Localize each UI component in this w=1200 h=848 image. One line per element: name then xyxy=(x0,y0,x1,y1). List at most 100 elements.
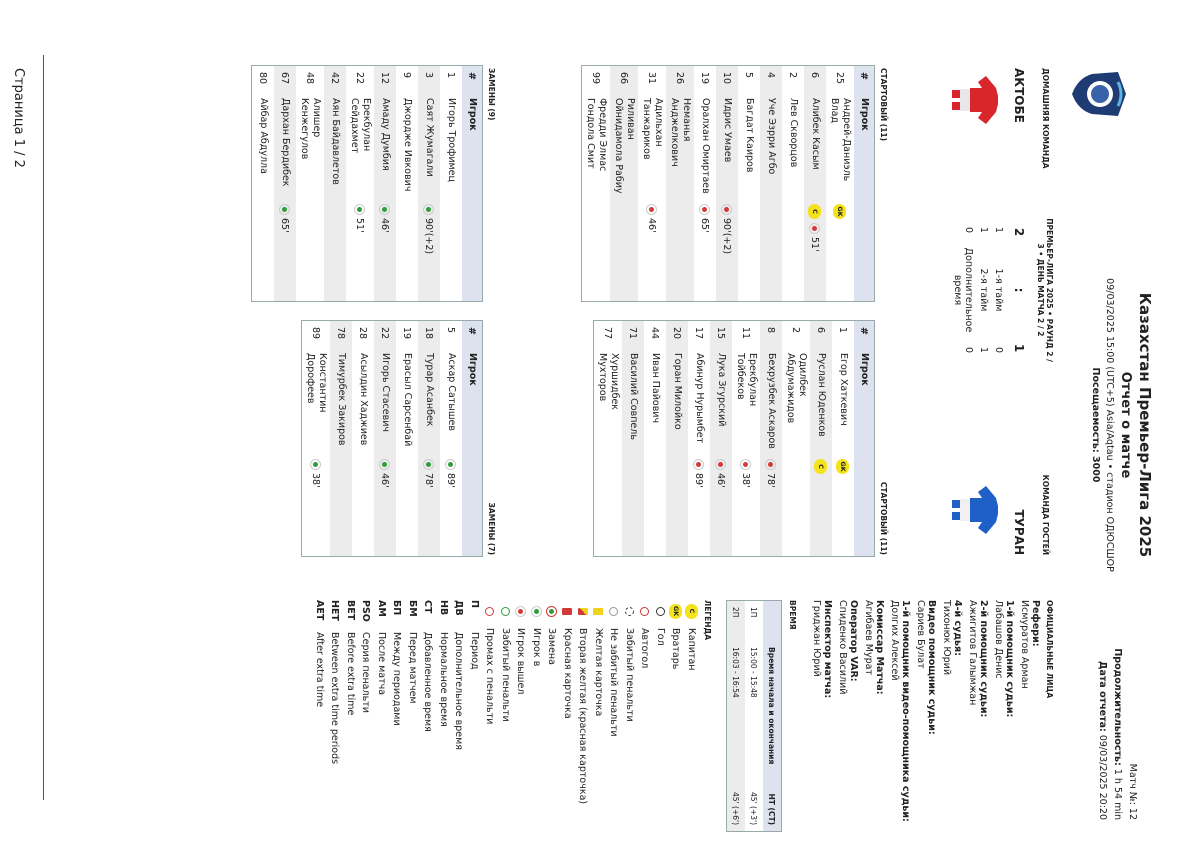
header-number: # xyxy=(466,327,478,335)
away-subs-title: ЗАМЕНЫ (7) xyxy=(487,502,496,555)
time-header-ht: НТ (СТ) xyxy=(767,793,777,825)
legend-code: СТ xyxy=(422,600,434,614)
away-starting-table: # Игрок 1 Егор Хаткевич GK 6 Руслан Юденков C 2 О… xyxy=(593,320,875,557)
player-events: 89' xyxy=(693,453,705,556)
league-logo xyxy=(1072,72,1126,116)
period-home: 1 xyxy=(978,226,989,234)
legend-item: Промах с пенальти xyxy=(482,600,498,830)
player-name: Руслан Юденков xyxy=(816,353,827,437)
player-name: Дархан Бердибек xyxy=(280,98,291,187)
player-name: Хуршидбек Мухторов xyxy=(597,353,620,411)
sub-minute: 89' xyxy=(693,473,705,488)
substitution: 51' xyxy=(809,223,821,252)
player-name: Риливан Ойнидамола Рабиу xyxy=(613,98,636,194)
legend-icon xyxy=(624,600,634,622)
player-number: 99 xyxy=(590,72,602,85)
period-scores: 1 1-я тайм 0 1 2-я тайм 1 0 Дополнительное врем… xyxy=(948,215,1004,365)
legend-code: HET xyxy=(329,600,341,621)
substitution: 46' xyxy=(646,204,658,233)
legend-text: Перед матчем xyxy=(406,632,418,704)
legend-item: Игрок в xyxy=(529,600,545,830)
legend-symbol xyxy=(530,605,542,617)
period-row: 1 2-я тайм 1 xyxy=(978,215,989,365)
legend-text: Между периодами xyxy=(391,632,403,726)
home-subs-table: # Игрок 1 Игорь Трофимец 3 Саят Жумагали 90'(+… xyxy=(251,65,483,302)
official-role: Рефери: xyxy=(1030,600,1041,647)
legend-symbol xyxy=(500,606,510,616)
legend-item: АМ После матча xyxy=(374,600,390,830)
player-number: 22 xyxy=(379,327,391,340)
player-row: 10 Идрис Умаев 90'(+2) xyxy=(716,66,738,301)
legend-badge: GK xyxy=(669,603,683,619)
legend-text: Автогол xyxy=(639,628,651,669)
player-row: 8 Бехрузбек Аскаров 78' xyxy=(760,321,782,556)
time-header-span: Время начала и окончания xyxy=(767,647,777,765)
player-name: Аскар Сатышев xyxy=(446,353,457,431)
legend-item: Гол xyxy=(653,600,669,830)
legend-list: C Капитан GK Вратарь Гол Автогол Забитый пенал… xyxy=(312,600,700,830)
player-row: 6 Алибек Касым C 51' xyxy=(804,66,826,301)
legend-icon xyxy=(515,600,527,622)
player-number: 3 xyxy=(423,72,435,79)
player-row: 26 Неманья Анджелкович xyxy=(666,66,694,301)
legend-item: Желтая карточка xyxy=(591,600,607,830)
player-events: 46' xyxy=(715,453,727,556)
player-row: 11 Ерекбулан Тойбеков 38' xyxy=(732,321,760,556)
legend-title: ЛЕГЕНДА xyxy=(703,600,712,641)
player-row: 80 Айбар Абдулла xyxy=(252,66,274,301)
sub-minute: 46' xyxy=(715,473,727,488)
header-player: Игрок xyxy=(467,98,478,131)
player-number: 66 xyxy=(618,72,630,85)
player-number: 2 xyxy=(790,327,802,334)
player-row: 20 Горан Милойко xyxy=(666,321,688,556)
header-number: # xyxy=(858,72,870,80)
time-header: Время начала и окончания НТ (СТ) xyxy=(763,601,781,831)
legend-symbol xyxy=(562,607,573,615)
substitution: 78' xyxy=(423,459,435,488)
legend-text: Красная карточка xyxy=(561,628,573,719)
sub-out-icon xyxy=(646,204,658,215)
player-name: Джордже Ивкович xyxy=(402,98,413,192)
player-row: 6 Руслан Юденков C xyxy=(810,321,832,556)
player-row: 31 Адильхан Танжариков 46' xyxy=(638,66,666,301)
player-events: 46' xyxy=(379,453,391,556)
legend-code: AET xyxy=(313,600,325,621)
substitution: 46' xyxy=(715,459,727,488)
legend-item: Автогол xyxy=(637,600,653,830)
official-name: Долгих Алексей xyxy=(889,600,900,681)
sub-out-icon xyxy=(740,459,752,470)
legend-code: П xyxy=(468,600,480,608)
legend-text: Between extra time periods xyxy=(329,632,341,765)
player-events: GK xyxy=(836,453,850,556)
period-row: 1 1-я тайм 0 xyxy=(993,215,1004,365)
player-events: 65' xyxy=(699,198,711,301)
legend-icon xyxy=(562,600,573,622)
player-badge: GK xyxy=(836,459,850,474)
player-number: 28 xyxy=(357,327,369,340)
match-datetime: 09/03/2025 15:00 (UTC+5) Asia/Aqtau • ст… xyxy=(1104,278,1115,572)
player-name: Фредди Элмас Гондола Смит xyxy=(585,98,608,172)
official-name: Спиденко Василий xyxy=(837,600,848,695)
away-label: КОМАНДА ГОСТЕЙ xyxy=(1041,474,1050,555)
player-name: Ерекбулан Сейдахмет xyxy=(349,98,372,154)
legend-symbol xyxy=(655,606,665,616)
player-number: 44 xyxy=(649,327,661,340)
player-number: 1 xyxy=(837,327,849,334)
player-number: 6 xyxy=(815,327,827,334)
sub-in-icon xyxy=(423,459,435,470)
player-name: Неманья Анджелкович xyxy=(669,98,692,167)
player-name: Идрис Умаев xyxy=(722,98,733,163)
report-date: 09/03/2025 20:20 xyxy=(1097,734,1108,820)
substitution: 89' xyxy=(445,459,457,488)
player-name: Бехрузбек Аскаров xyxy=(766,353,777,449)
period-row: 0 Дополнительное время 0 xyxy=(952,215,974,365)
header-player: Игрок xyxy=(859,353,870,386)
player-name: Аян Байдавлетов xyxy=(330,98,341,185)
home-kit xyxy=(952,76,998,124)
header-player: Игрок xyxy=(859,98,870,131)
legend-text: Добавленное время xyxy=(422,632,434,732)
legend-item: Замена xyxy=(544,600,560,830)
time-span: 16:03 - 16:54 xyxy=(731,647,741,698)
